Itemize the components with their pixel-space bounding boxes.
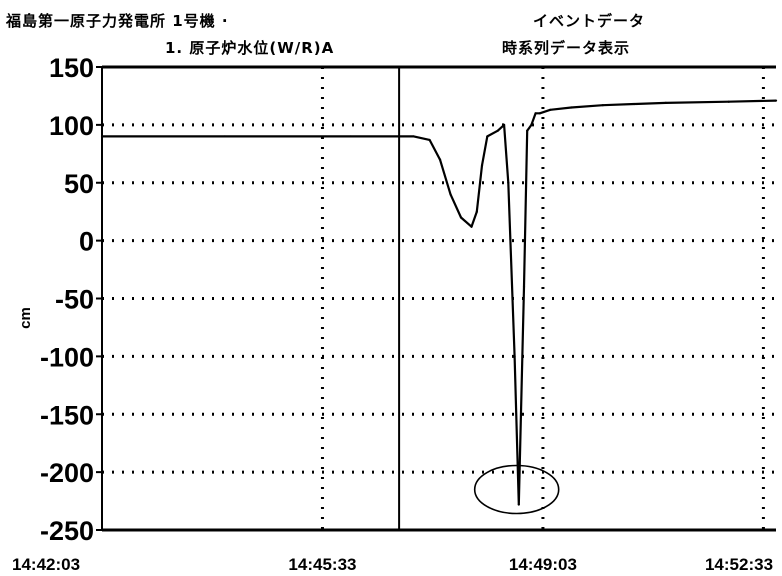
data-point	[475, 210, 478, 213]
data-point	[549, 108, 552, 111]
data-point	[507, 181, 510, 184]
y-tick-label: -250	[40, 516, 94, 546]
y-axis-label: cm	[17, 307, 34, 329]
data-point	[522, 285, 526, 289]
data-point	[100, 135, 104, 138]
data-point	[438, 158, 442, 161]
annotations	[398, 67, 560, 530]
x-tick-label: 14:42:03	[12, 555, 80, 574]
y-tick-label: -200	[40, 458, 94, 488]
data-point	[534, 112, 537, 115]
data-point	[486, 135, 489, 138]
data-point	[530, 123, 533, 126]
data-point	[513, 355, 516, 358]
parameter-title: 1. 原子炉水位(W/R)A	[165, 39, 335, 57]
y-tick-label: -100	[40, 342, 94, 372]
data-point	[449, 193, 452, 196]
plant-title: 福島第一原子力発電所 1号機 ·	[6, 12, 229, 30]
display-mode-title: 時系列データ表示	[502, 39, 631, 57]
y-tick-label: -50	[55, 285, 94, 315]
data-point	[526, 129, 529, 132]
y-tick-label: 100	[49, 111, 94, 141]
x-tick-label: 14:52:33	[705, 555, 773, 574]
x-tick-label: 14:49:03	[509, 555, 577, 574]
data-point	[223, 135, 226, 138]
data-point	[601, 104, 604, 107]
data-point	[502, 123, 506, 126]
minimum-highlight-ellipse	[473, 464, 560, 515]
grid	[96, 65, 776, 532]
water-level-series	[102, 99, 777, 506]
data-point	[570, 106, 573, 109]
y-tick-label: 50	[64, 169, 94, 199]
y-tick-label: 150	[49, 53, 94, 83]
data-point	[538, 112, 541, 115]
event-data-title: イベントデータ	[533, 12, 646, 30]
series-layer	[100, 99, 778, 506]
data-point	[470, 225, 473, 228]
data-point	[664, 101, 667, 104]
data-point	[517, 503, 520, 506]
tick-labels: 150 100 50 0 -50 -100 -150 -200 -250 14:42:03 14:4…	[12, 53, 773, 574]
data-point	[480, 164, 484, 167]
data-point	[633, 102, 636, 106]
data-point	[496, 129, 499, 132]
data-point	[412, 135, 415, 138]
data-point	[428, 138, 431, 142]
data-point	[727, 100, 730, 103]
data-point	[774, 99, 778, 102]
x-tick-label: 14:45:33	[288, 555, 356, 574]
data-point	[459, 216, 463, 219]
y-tick-label: -150	[40, 400, 94, 430]
y-tick-label: 0	[79, 227, 94, 257]
data-point	[349, 135, 352, 138]
